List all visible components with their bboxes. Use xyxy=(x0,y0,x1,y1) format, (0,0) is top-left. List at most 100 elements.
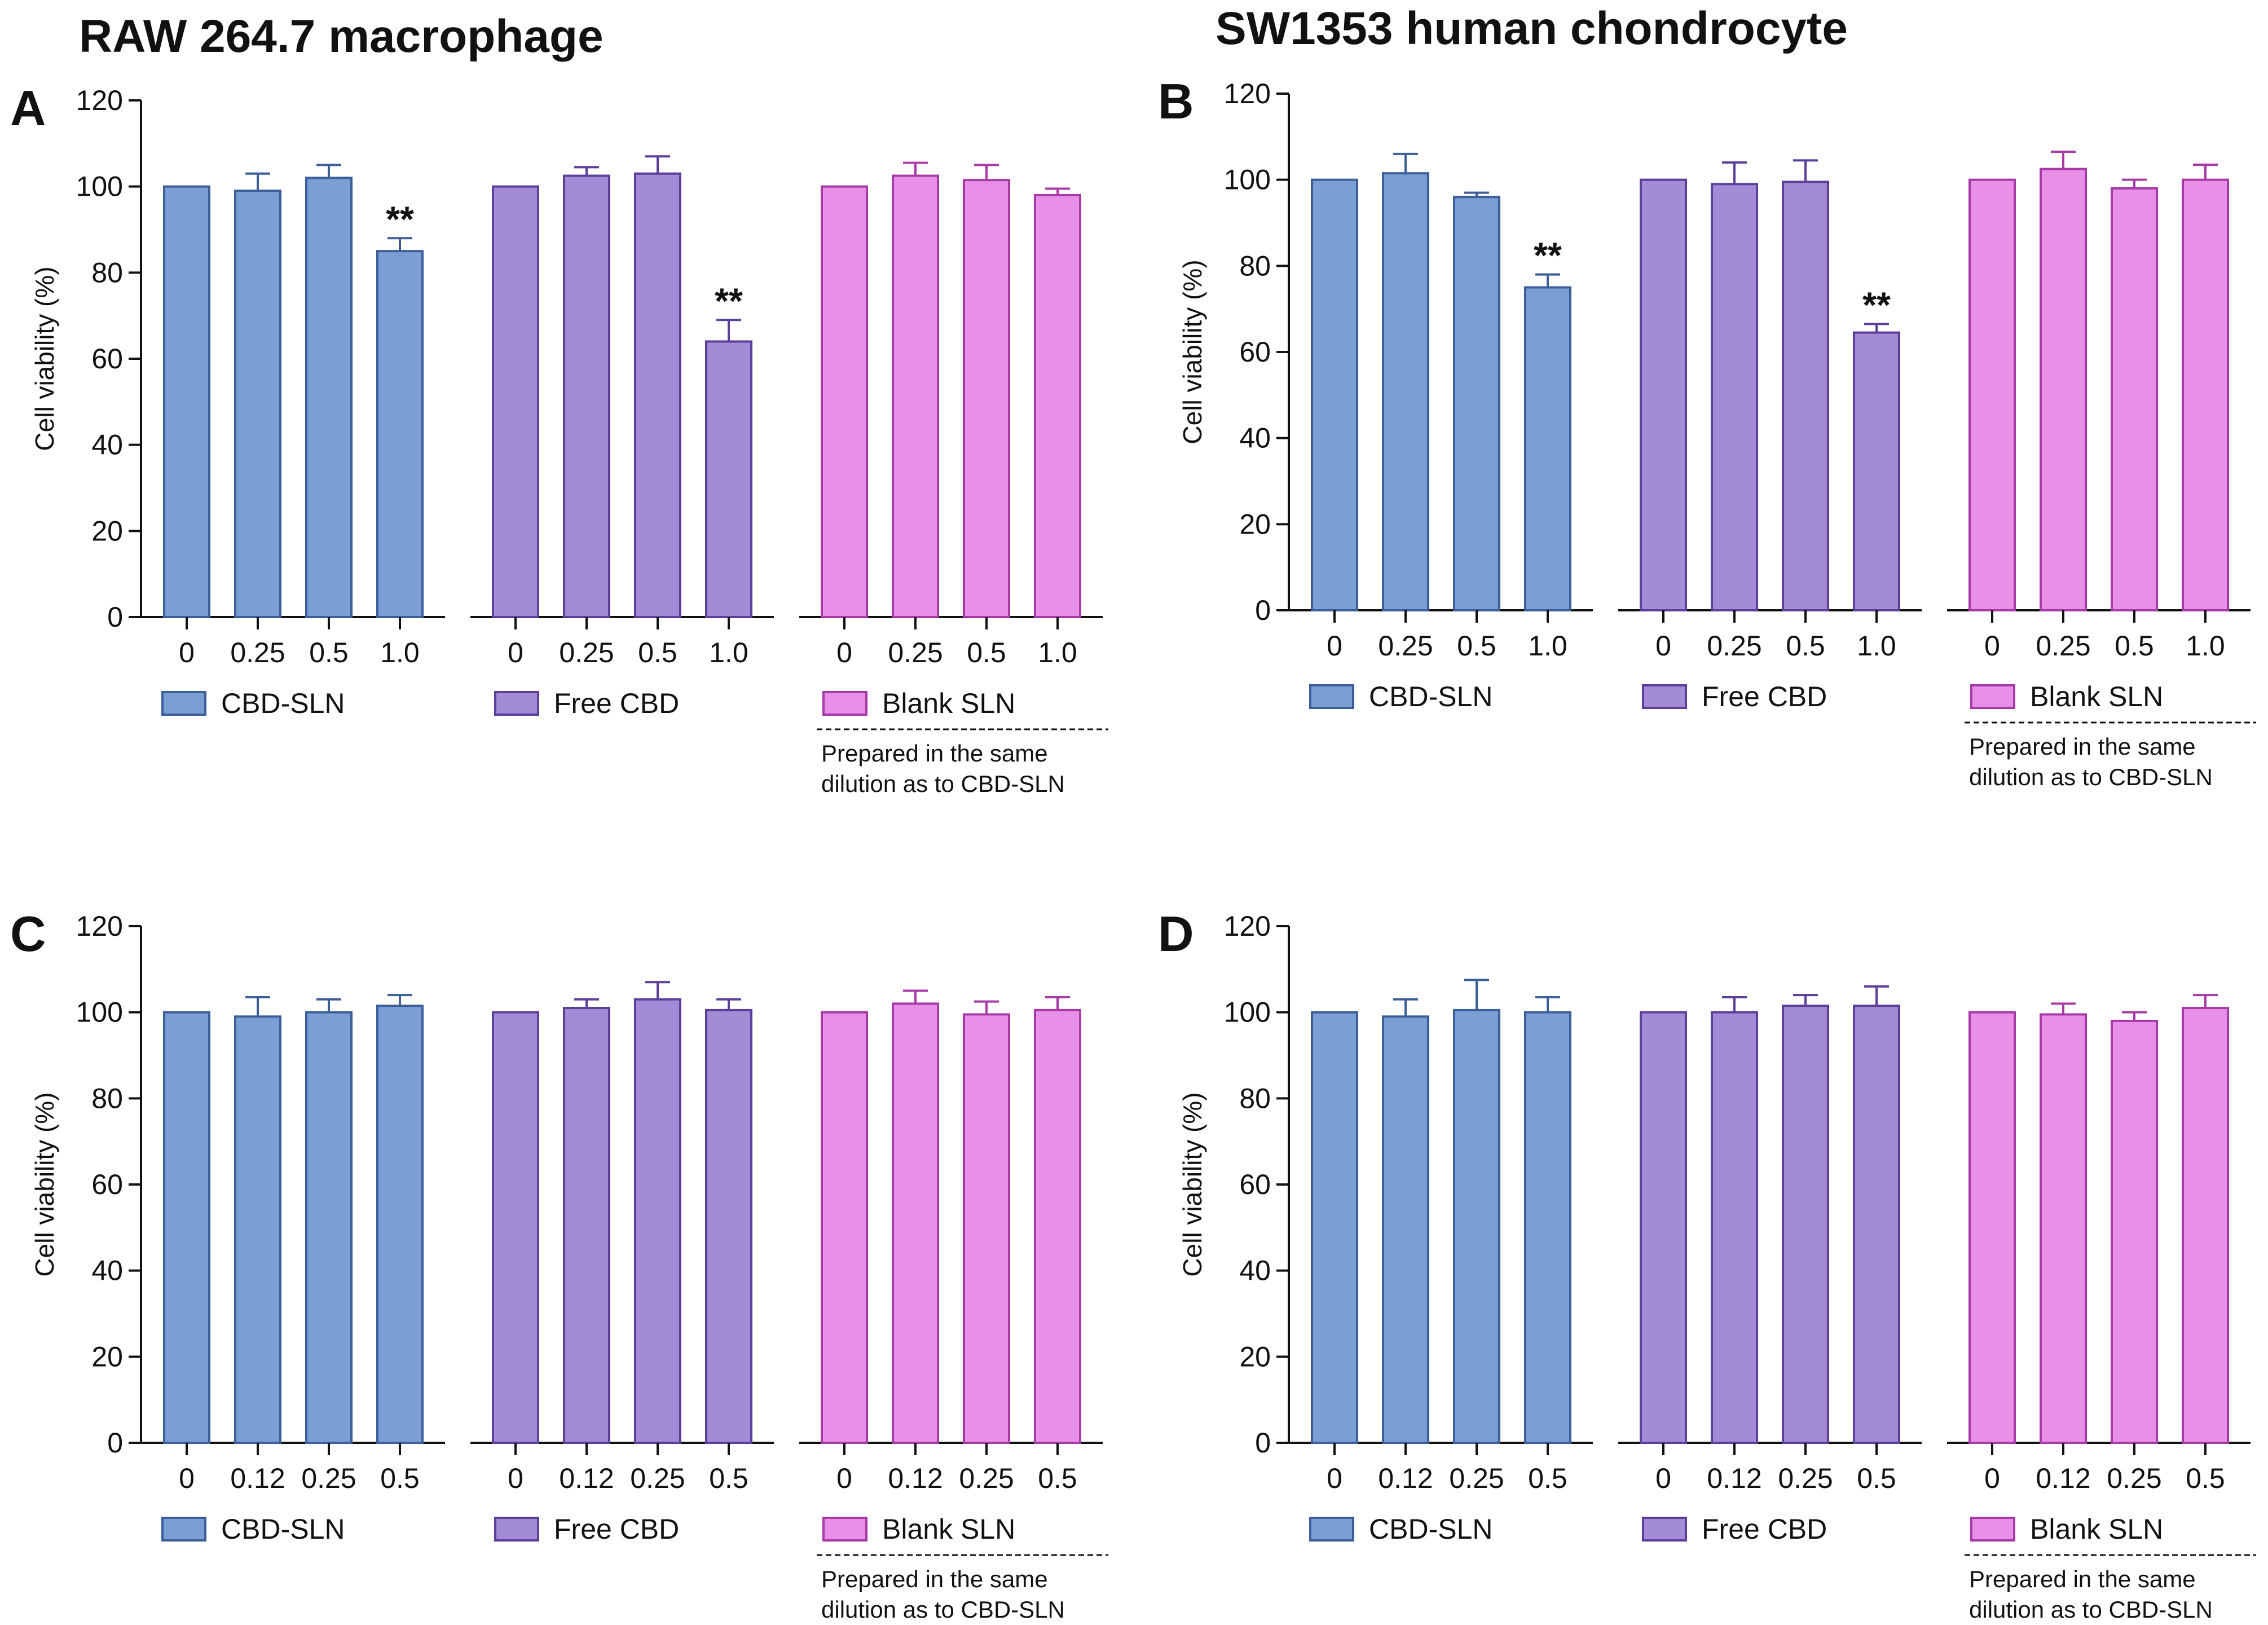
legend-label: Free CBD xyxy=(554,1513,679,1545)
bar xyxy=(1034,193,1081,618)
x-tick-label: 0.5 xyxy=(1857,1463,1896,1494)
bar xyxy=(563,1007,610,1444)
y-tick-label: 100 xyxy=(76,997,123,1028)
bar xyxy=(1382,1015,1429,1444)
bar xyxy=(492,1011,539,1444)
x-tick-label: 0.5 xyxy=(709,1463,748,1494)
bar xyxy=(1453,196,1500,611)
legend-note-line: dilution as to CBD-SLN xyxy=(1969,764,2213,790)
x-tick-label: 0.25 xyxy=(301,1463,356,1494)
bar xyxy=(1711,1011,1758,1444)
legend-note-line: Prepared in the same xyxy=(1969,1566,2196,1592)
y-tick-label: 100 xyxy=(76,171,123,202)
legend-label: CBD-SLN xyxy=(1369,681,1492,712)
legend-swatch xyxy=(822,691,867,716)
legend-label: Blank SLN xyxy=(882,1513,1015,1545)
x-tick-label: 0.5 xyxy=(967,637,1006,668)
y-tick-label: 80 xyxy=(91,257,123,288)
legend-swatch xyxy=(822,1517,867,1542)
x-tick-label: 0.12 xyxy=(1707,1463,1761,1494)
bar xyxy=(234,1015,281,1444)
y-tick-label: 0 xyxy=(107,1427,123,1459)
legend-note-line: Prepared in the same xyxy=(821,740,1048,767)
y-tick-label: 60 xyxy=(1239,336,1271,368)
y-tick-label: 20 xyxy=(91,515,123,547)
x-tick-label: 0 xyxy=(836,637,852,668)
significance-label: ** xyxy=(1534,235,1562,276)
bar xyxy=(1968,1011,2016,1444)
x-tick-label: 0 xyxy=(1327,630,1342,662)
x-tick-label: 0 xyxy=(1984,1463,2000,1494)
y-tick-label: 120 xyxy=(1224,78,1271,109)
legend-swatch xyxy=(1642,1517,1687,1542)
bar xyxy=(892,174,939,619)
bar xyxy=(1453,1009,1500,1445)
bar xyxy=(1524,286,1571,611)
y-axis-title: Cell viability (%) xyxy=(30,266,59,451)
x-tick-label: 0.25 xyxy=(1778,1463,1833,1494)
legend-label: Free CBD xyxy=(1702,681,1827,712)
legend-swatch xyxy=(494,1517,539,1542)
legend-note-line: dilution as to CBD-SLN xyxy=(1969,1596,2213,1623)
x-tick-label: 0.5 xyxy=(2115,630,2154,662)
y-tick-label: 120 xyxy=(76,85,123,116)
x-tick-label: 0.12 xyxy=(1378,1463,1433,1494)
y-tick-label: 40 xyxy=(91,1255,123,1287)
x-tick-label: 1.0 xyxy=(380,637,420,668)
x-tick-label: 0.5 xyxy=(638,637,677,668)
legend-swatch xyxy=(1309,1517,1354,1542)
significance-label: ** xyxy=(715,280,743,321)
panel-b: B 0 20 40 60 80 100 120 Cell viability (%) 0 0.25 0… xyxy=(1158,73,2256,790)
x-tick-label: 0.25 xyxy=(1707,630,1761,662)
legend-swatch xyxy=(1970,1517,2015,1542)
bar xyxy=(892,1002,939,1444)
legend-label: Blank SLN xyxy=(882,688,1015,719)
legend-swatch xyxy=(494,691,539,716)
legend-label: CBD-SLN xyxy=(221,1513,345,1545)
x-tick-label: 0 xyxy=(1327,1463,1342,1494)
x-tick-label: 1.0 xyxy=(1038,637,1077,668)
x-tick-label: 0 xyxy=(1984,630,2000,662)
bar xyxy=(2040,168,2087,612)
bar xyxy=(1311,178,1358,611)
y-tick-label: 40 xyxy=(1239,1255,1271,1287)
bar xyxy=(563,174,610,619)
bar xyxy=(1782,180,1829,611)
y-tick-label: 120 xyxy=(1224,910,1271,942)
x-tick-label: 0 xyxy=(1655,1463,1671,1494)
legend-label: Free CBD xyxy=(1702,1513,1827,1545)
legend-label: Blank SLN xyxy=(2030,1513,2163,1545)
x-tick-label: 0.25 xyxy=(230,637,285,668)
bar xyxy=(1640,178,1687,611)
bar xyxy=(1853,331,1900,612)
bar xyxy=(1782,1005,1829,1444)
bar xyxy=(1382,172,1429,611)
bar xyxy=(163,1011,210,1444)
y-tick-label: 40 xyxy=(1239,422,1271,454)
y-tick-label: 120 xyxy=(76,910,123,942)
y-axis-title: Cell viability (%) xyxy=(1178,1092,1207,1276)
legend-swatch xyxy=(1970,684,2015,709)
legend-label: CBD-SLN xyxy=(221,688,345,719)
bar xyxy=(234,190,281,618)
bar xyxy=(963,179,1010,618)
legend-swatch xyxy=(1642,684,1687,709)
x-tick-label: 1.0 xyxy=(709,637,748,668)
y-tick-label: 0 xyxy=(1255,594,1271,626)
panel-letter: A xyxy=(10,80,46,136)
bar xyxy=(1034,1009,1081,1445)
panel-letter: C xyxy=(10,906,46,962)
y-tick-label: 20 xyxy=(91,1341,123,1372)
significance-label: ** xyxy=(1862,284,1891,325)
x-tick-label: 0.5 xyxy=(380,1463,420,1494)
bar xyxy=(1311,1011,1358,1444)
bar xyxy=(305,1011,353,1444)
y-tick-label: 100 xyxy=(1224,164,1271,196)
x-tick-label: 0 xyxy=(508,637,523,668)
bar xyxy=(163,185,210,618)
bar xyxy=(2111,187,2158,611)
y-tick-label: 60 xyxy=(91,1169,123,1200)
y-tick-label: 80 xyxy=(1239,1082,1271,1114)
x-tick-label: 0 xyxy=(1655,630,1671,662)
bar xyxy=(1853,1005,1900,1444)
